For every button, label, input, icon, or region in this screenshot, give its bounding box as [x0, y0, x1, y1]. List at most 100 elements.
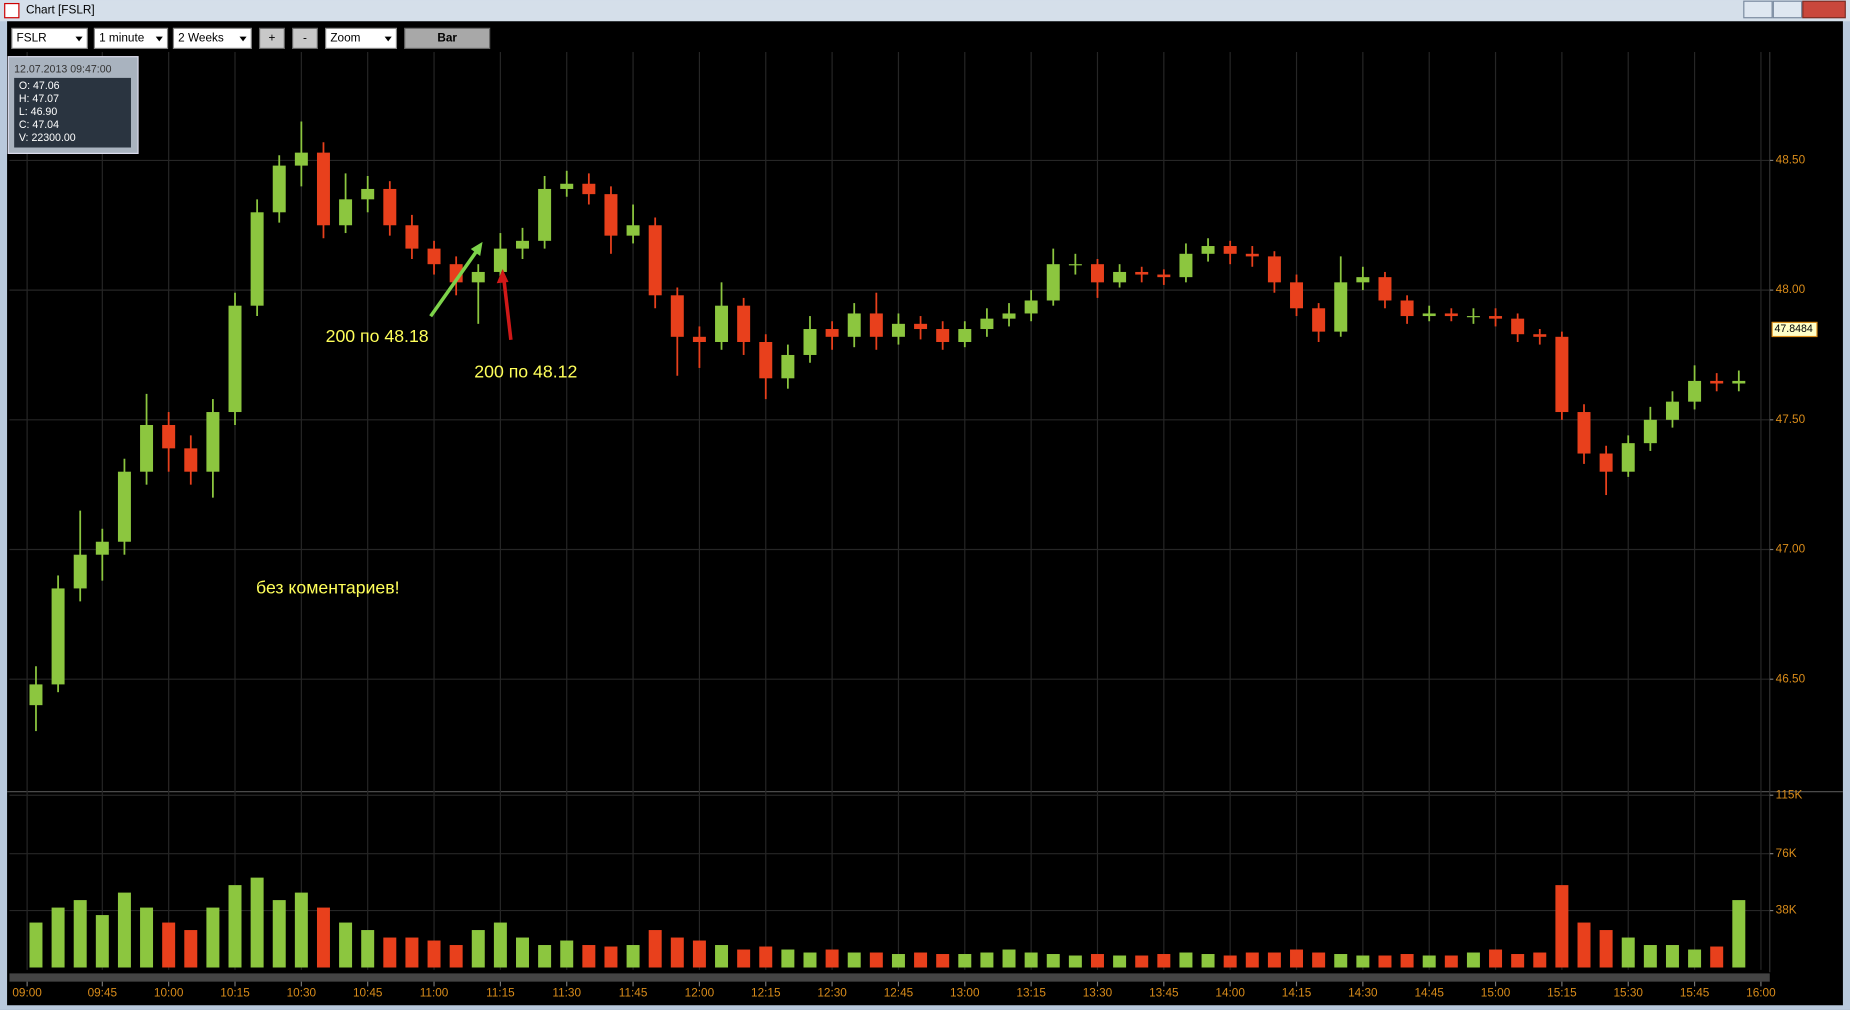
volume-bar	[140, 907, 154, 968]
candle-body	[1400, 300, 1414, 317]
volume-bar	[1599, 930, 1613, 968]
volume-bar	[1201, 954, 1215, 968]
volume-bar	[339, 922, 353, 968]
candle-body	[825, 329, 839, 337]
candle-body	[51, 588, 65, 685]
scrollbar[interactable]	[9, 973, 1770, 982]
volume-bar	[316, 907, 330, 968]
candle-body	[538, 188, 552, 241]
candle-body	[648, 225, 662, 296]
zoom-out-button[interactable]	[292, 27, 318, 49]
x-tick-label: 15:45	[1680, 987, 1710, 1000]
volume-bar	[936, 954, 950, 968]
volume-bar	[1444, 955, 1458, 968]
volume-bar	[825, 949, 839, 968]
volume-bar	[715, 945, 729, 968]
volume-bar	[1688, 949, 1702, 968]
volume-bar	[427, 940, 441, 968]
volume-bar	[781, 949, 795, 968]
candle-body	[980, 318, 994, 330]
close-button[interactable]	[1802, 0, 1846, 19]
volume-bar	[117, 892, 131, 968]
app-icon	[4, 2, 20, 19]
volume-bar	[184, 930, 198, 968]
candle-body	[206, 412, 220, 472]
volume-bar	[803, 952, 817, 968]
mode-button[interactable]	[404, 27, 491, 49]
marks: 47.8484	[29, 121, 1818, 968]
volume-bar	[1090, 954, 1104, 968]
candle-body	[471, 271, 485, 283]
candle-body	[936, 329, 950, 342]
x-tick-label: 11:00	[420, 987, 449, 1000]
volume-bar	[914, 952, 928, 968]
candle-body	[1422, 313, 1436, 317]
candle-body	[73, 554, 87, 589]
candle-body	[1290, 282, 1304, 309]
symbol-select[interactable]	[11, 27, 88, 49]
minimize-button[interactable]	[1743, 0, 1773, 19]
volume-bar	[847, 952, 861, 968]
zoom-in-button[interactable]	[258, 27, 285, 49]
volume-bar	[206, 907, 220, 968]
candle-body	[1710, 380, 1724, 384]
info-line: L: 46.90	[19, 106, 57, 118]
dropdown-arrow	[75, 36, 83, 42]
x-tick-label: 15:30	[1613, 987, 1643, 1000]
maximize-button[interactable]	[1772, 0, 1803, 19]
range-select[interactable]	[172, 27, 252, 49]
volume-bar	[1334, 954, 1348, 968]
volume-bar	[1024, 952, 1038, 968]
candle-body	[250, 212, 264, 306]
y-tick-label: 48.50	[1776, 154, 1806, 167]
x-tick-label: 12:30	[817, 987, 847, 1000]
candle-body	[803, 329, 817, 355]
candle-body	[162, 425, 176, 449]
candle-body	[405, 225, 419, 249]
candle-body	[1466, 316, 1480, 318]
candle-body	[781, 354, 795, 379]
candle-body	[1621, 443, 1635, 472]
x-tick-label: 10:45	[353, 987, 383, 1000]
candle-body	[140, 425, 154, 472]
candle-body	[1378, 277, 1392, 301]
x-tick-label: 13:45	[1149, 987, 1179, 1000]
volume-bar	[604, 946, 618, 968]
candle-body	[847, 313, 861, 337]
candle-body	[1267, 256, 1281, 283]
x-tick-label: 14:45	[1414, 987, 1444, 1000]
candle-body	[493, 248, 507, 272]
interval: 1 minute	[99, 31, 145, 44]
candle-body	[117, 471, 131, 542]
volume-bar	[1732, 900, 1746, 968]
x-tick-label: 09:00	[12, 987, 42, 1000]
volume-bar	[759, 946, 773, 968]
info-line: H: 47.07	[19, 93, 59, 105]
x-tick-label: 12:00	[685, 987, 715, 1000]
volume-bar	[582, 945, 596, 968]
x-tick-label: 11:45	[619, 987, 648, 1000]
mode: Bar	[437, 31, 457, 44]
volume-bar	[405, 937, 419, 968]
candle-body	[29, 684, 43, 706]
zoom-select[interactable]	[325, 27, 398, 49]
candle-body	[1223, 246, 1237, 254]
info-line: V: 22300.00	[19, 132, 76, 144]
x-tick-label: 12:15	[751, 987, 781, 1000]
x-tick-label: 13:30	[1083, 987, 1113, 1000]
candle-body	[1046, 264, 1060, 301]
y-tick-label: 48.00	[1776, 283, 1806, 296]
x-tick-label: 15:15	[1547, 987, 1577, 1000]
volume-bar	[1555, 885, 1569, 968]
volume-bar	[1356, 955, 1370, 968]
candle-body	[604, 194, 618, 236]
interval-select[interactable]	[93, 27, 169, 49]
candle-body	[228, 305, 242, 413]
candle-body	[1444, 313, 1458, 317]
range: 2 Weeks	[178, 31, 224, 44]
volume-bar	[869, 952, 883, 968]
volume-bar	[1290, 949, 1304, 968]
volume-bar	[1157, 954, 1171, 968]
x-tick-label: 11:30	[552, 987, 581, 1000]
